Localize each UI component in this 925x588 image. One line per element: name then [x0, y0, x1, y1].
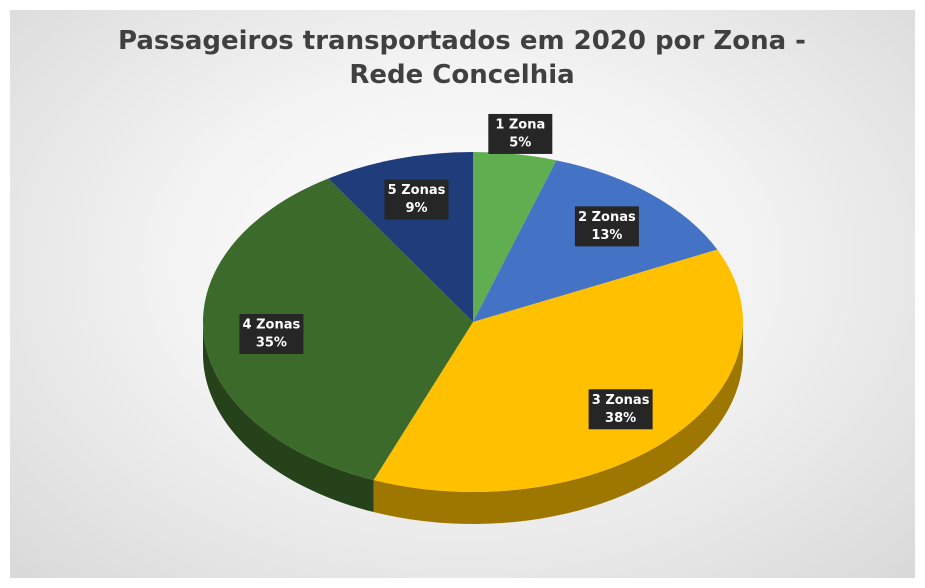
data-label-category: 4 Zonas	[243, 317, 301, 332]
data-label-box	[384, 179, 449, 220]
slice-side	[373, 322, 743, 524]
data-label-box	[588, 389, 653, 430]
data-label-box	[239, 313, 304, 354]
data-label-value: 35%	[256, 335, 287, 350]
slice	[373, 249, 743, 492]
data-label-value: 9%	[405, 201, 427, 216]
slice	[202, 178, 474, 481]
data-label-box	[488, 113, 553, 154]
data-label-category: 3 Zonas	[592, 393, 650, 408]
slice-side	[203, 322, 374, 513]
data-label-category: 1 Zona	[495, 117, 545, 132]
data-label-category: 5 Zonas	[388, 183, 446, 198]
data-label-category: 2 Zonas	[578, 210, 636, 225]
data-label-box	[574, 206, 639, 247]
data-label-value: 13%	[591, 228, 622, 243]
chart-title: Passageiros transportados em 2020 por Zo…	[118, 26, 806, 90]
data-label-value: 5%	[509, 135, 531, 150]
slice	[473, 152, 557, 322]
data-label-value: 38%	[605, 411, 636, 426]
